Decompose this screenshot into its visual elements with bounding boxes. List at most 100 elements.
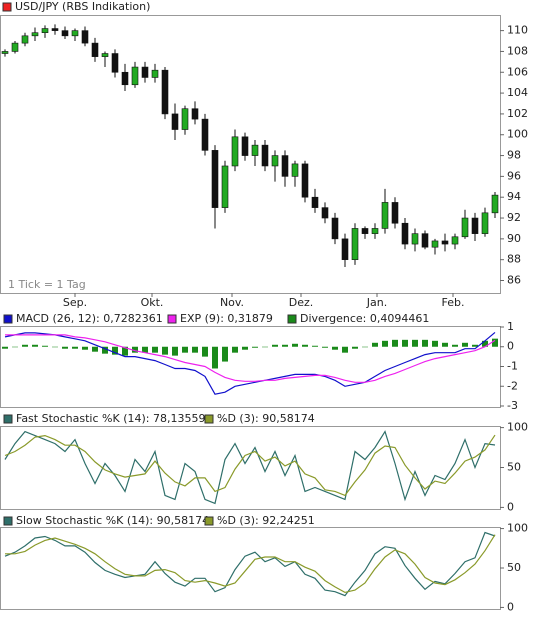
annotation: 1 Tick = 1 Tag: [8, 278, 86, 291]
divergence-bar: [242, 346, 248, 350]
y-tick-label: 86: [507, 274, 521, 287]
legend-swatch: [3, 314, 13, 324]
legend-label: Divergence: 0,4094461: [300, 312, 429, 325]
divergence-bar: [442, 342, 448, 347]
candle-body: [281, 155, 289, 177]
candle-body: [11, 42, 19, 52]
candle-body: [311, 196, 319, 208]
divergence-bar: [122, 346, 128, 356]
divergence-bar: [12, 346, 18, 348]
divergence-bar: [222, 346, 228, 362]
divergence-bar: [62, 346, 68, 349]
candle-body: [241, 136, 249, 156]
y-tick-label: 110: [507, 24, 528, 37]
legend-swatch: [167, 314, 177, 324]
series-line: [4, 531, 496, 597]
x-tick-label: Okt.: [141, 296, 164, 309]
candle-body: [471, 217, 479, 234]
candle-body: [391, 202, 399, 224]
divergence-bar: [282, 344, 288, 347]
y-tick-label: 108: [507, 44, 528, 57]
candle-body: [491, 194, 499, 214]
candle-body: [301, 163, 309, 198]
y-tick-label: 100: [507, 522, 528, 535]
divergence-bar: [2, 346, 8, 349]
series-line: [4, 331, 496, 395]
y-tick-label: 50: [507, 461, 521, 474]
y-tick-label: 88: [507, 253, 521, 266]
y-tick-label: 50: [507, 561, 521, 574]
y-tick-label: 98: [507, 149, 521, 162]
candle-body: [261, 144, 269, 167]
y-tick-label: 100: [507, 128, 528, 141]
divergence-bar: [102, 346, 108, 354]
y-tick-label: 100: [507, 421, 528, 434]
candle-body: [461, 217, 469, 238]
candle-body: [341, 238, 349, 260]
divergence-bar: [202, 346, 208, 357]
divergence-bar: [142, 346, 148, 353]
candle-body: [271, 155, 279, 167]
legend-label: MACD (26, 12): 0,7282361: [16, 312, 163, 325]
divergence-bar: [42, 345, 48, 347]
divergence-bar: [412, 339, 418, 347]
candle-body: [221, 165, 229, 208]
series-line: [4, 434, 496, 497]
candle-body: [201, 118, 209, 151]
y-tick-label: -1: [507, 360, 518, 373]
candle-body: [421, 233, 429, 248]
candle-body: [401, 222, 409, 245]
y-tick-label: 0: [507, 600, 514, 613]
divergence-bar: [72, 346, 78, 349]
divergence-bar: [112, 346, 118, 355]
divergence-bar: [372, 342, 378, 347]
divergence-bar: [342, 346, 348, 353]
plot-frame: [0, 15, 501, 294]
candle-body: [1, 51, 9, 54]
candle-body: [81, 30, 89, 44]
candle-body: [481, 212, 489, 234]
divergence-bar: [292, 343, 298, 347]
candle-body: [431, 240, 439, 248]
y-tick-label: 102: [507, 107, 528, 120]
divergence-bar: [332, 346, 338, 350]
y-tick-label: 104: [507, 86, 528, 99]
divergence-bar: [212, 346, 218, 369]
candle-body: [101, 53, 109, 57]
candle-body: [351, 228, 359, 260]
candle-body: [171, 113, 179, 130]
legend-swatch: [204, 516, 214, 526]
legend-swatch: [3, 516, 13, 526]
divergence-bar: [162, 346, 168, 355]
candle-body: [251, 144, 259, 156]
legend-label: Fast Stochastic %K (14): 78,13559: [16, 412, 205, 425]
legend-label: Slow Stochastic %K (14): 90,58174: [16, 514, 209, 527]
divergence-bar: [92, 346, 98, 352]
candle-body: [121, 71, 129, 86]
divergence-bar: [272, 344, 278, 347]
legend-swatch: [2, 2, 12, 12]
divergence-bar: [482, 340, 488, 347]
candle-body: [21, 35, 29, 44]
y-tick-label: 106: [507, 65, 528, 78]
x-tick-label: Feb.: [442, 296, 465, 309]
divergence-bar: [362, 346, 368, 348]
divergence-bar: [462, 342, 468, 347]
divergence-bar: [422, 339, 428, 347]
divergence-bar: [352, 346, 358, 349]
divergence-bar: [432, 340, 438, 347]
plot-frame: [0, 426, 501, 510]
candle-body: [141, 66, 149, 78]
candle-body: [411, 233, 419, 245]
candle-body: [361, 228, 369, 234]
divergence-bar: [132, 346, 138, 353]
divergence-bar: [472, 344, 478, 347]
divergence-bar: [182, 346, 188, 353]
series-line: [5, 334, 496, 383]
legend-swatch: [204, 414, 214, 424]
x-tick-label: Nov.: [220, 296, 244, 309]
x-tick-label: Dez.: [289, 296, 314, 309]
legend-title: USD/JPY (RBS Indikation): [15, 0, 150, 13]
candle-body: [231, 136, 239, 167]
